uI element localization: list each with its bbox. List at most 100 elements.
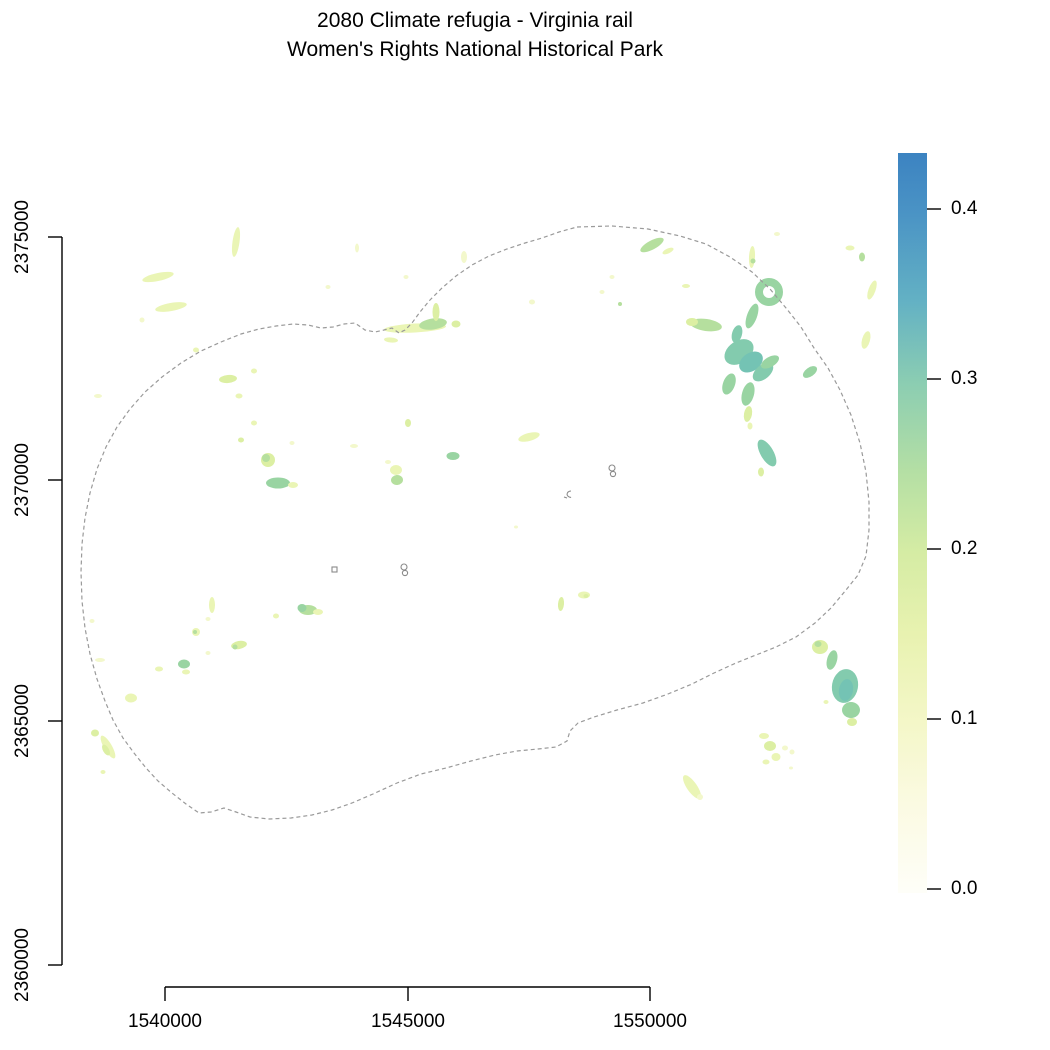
legend-tick-label: 0.1 [951, 708, 977, 729]
raster-patch [262, 454, 270, 462]
raster-patch [125, 693, 137, 703]
raster-patch [760, 355, 780, 369]
raster-patch [384, 337, 398, 343]
inner-outline-loop [609, 470, 617, 478]
raster-patch [178, 659, 190, 669]
raster-patch [662, 247, 674, 255]
raster-patch [741, 382, 755, 406]
raster-patch [774, 232, 780, 236]
raster-patch [95, 658, 105, 662]
raster-patch [838, 679, 854, 701]
raster-patch [231, 227, 241, 257]
raster-patch [682, 775, 702, 799]
inner-outline-loop [608, 464, 616, 472]
legend-tick-label: 0.0 [951, 878, 977, 899]
legend-tick-label: 0.4 [951, 198, 978, 219]
raster-patch [251, 420, 257, 426]
raster-patch [350, 444, 358, 448]
inner-outlines [331, 464, 617, 577]
raster-patch [391, 474, 403, 486]
x-axis-tick-label: 1540000 [128, 1011, 202, 1032]
inner-outline-square [331, 566, 338, 573]
raster-patch [529, 299, 535, 305]
raster-patch [385, 460, 391, 464]
raster-patch [288, 482, 298, 488]
raster-patch [461, 251, 467, 263]
raster-patch [748, 246, 756, 268]
inner-outline-hook [563, 490, 572, 499]
raster-patch [182, 669, 190, 675]
raster-patch [313, 609, 323, 615]
raster-patch [802, 366, 818, 378]
raster-patch [867, 280, 877, 300]
raster-patch [518, 432, 540, 442]
raster-patch [251, 368, 257, 374]
raster-patch [618, 302, 622, 306]
raster-patch [782, 745, 788, 751]
raster-patch [823, 700, 829, 704]
raster-patches [89, 227, 877, 800]
raster-patch [722, 373, 736, 395]
raster-patch [193, 630, 197, 634]
raster-patch [235, 393, 243, 399]
raster-patch [205, 617, 211, 621]
raster-patch [193, 347, 199, 353]
raster-patch [232, 644, 238, 650]
raster-patch [686, 318, 698, 326]
raster-patch [861, 331, 871, 349]
raster-ring-patch [755, 278, 783, 306]
raster-patch [842, 702, 860, 718]
raster-patch [845, 245, 855, 251]
raster-patch [731, 325, 743, 343]
raster-patch [514, 525, 518, 529]
chart-title: 2080 Climate refugia - Virginia rail Wom… [0, 6, 950, 64]
raster-patch [747, 422, 753, 430]
raster-patch [219, 374, 237, 384]
raster-patch [355, 243, 359, 253]
raster-patch [102, 744, 110, 756]
raster-patch [826, 650, 838, 670]
raster-patch [238, 437, 244, 443]
raster-patch [757, 439, 777, 467]
raster-patch [682, 284, 690, 288]
raster-patch [859, 252, 865, 262]
chart-title-line2: Women's Rights National Historical Park [287, 38, 663, 61]
chart-title-line1: 2080 Climate refugia - Virginia rail [317, 9, 633, 32]
raster-patch [762, 759, 770, 765]
raster-patch [155, 302, 187, 312]
legend-tick-label: 0.3 [951, 368, 977, 389]
raster-patch [405, 419, 411, 427]
raster-patch [814, 641, 822, 647]
raster-patch [273, 613, 279, 619]
raster-patch [142, 271, 174, 283]
raster-patch [743, 406, 753, 422]
raster-patch [100, 770, 106, 774]
raster-patch [205, 651, 211, 655]
raster-patch [557, 597, 565, 611]
raster-patch [750, 258, 756, 264]
raster-patch [739, 351, 763, 373]
raster-patch [419, 318, 447, 330]
raster-patch [745, 303, 759, 329]
raster-patch [451, 320, 461, 328]
raster-patch [690, 318, 722, 332]
raster-patch [266, 477, 290, 489]
raster-patch [789, 749, 795, 755]
inner-outline-loop [401, 569, 409, 577]
legend-colorbar [898, 153, 927, 893]
raster-patch [289, 441, 295, 445]
raster-patch [139, 317, 145, 323]
raster-patch [94, 394, 102, 398]
raster-patch [390, 465, 402, 475]
raster-patch [771, 753, 781, 761]
raster-patch [297, 604, 307, 612]
raster-patch [100, 735, 116, 759]
raster-patch [325, 285, 331, 289]
raster-patch [155, 666, 163, 672]
raster-patch [759, 733, 769, 739]
x-axis-tick-label: 1545000 [371, 1011, 445, 1032]
raster-patch [764, 741, 776, 751]
y-axis-tick-label: 2365000 [12, 684, 33, 758]
park-boundary-outline [80, 225, 870, 820]
